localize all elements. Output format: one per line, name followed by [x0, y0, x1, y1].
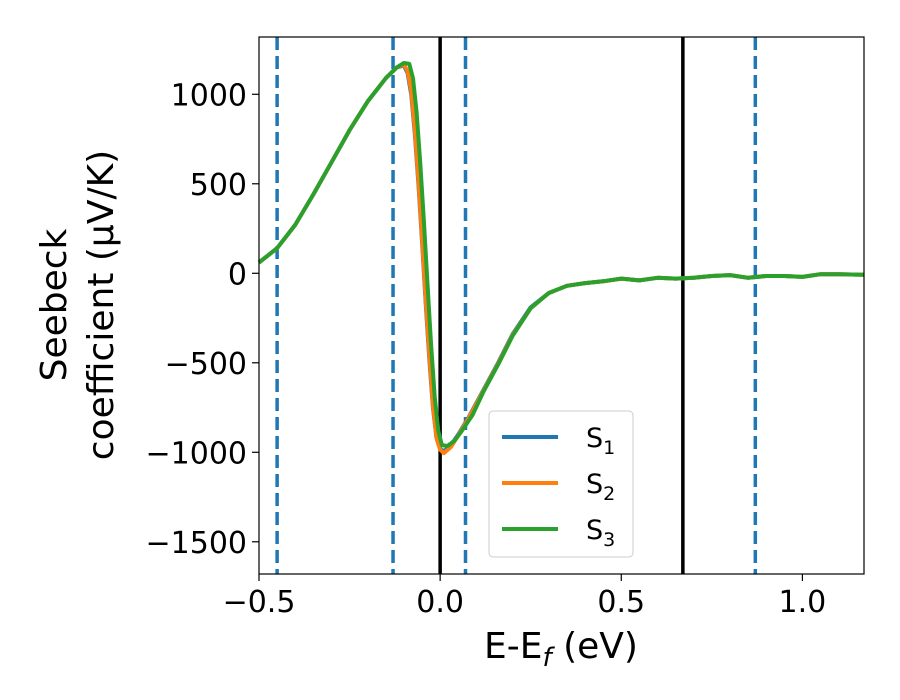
- y-tick-label: 500: [190, 168, 247, 203]
- y-axis-label: Seebeck coefficient (μV/K): [34, 150, 122, 460]
- series-line-s2: [257, 62, 865, 456]
- y-tick-label: −500: [165, 347, 247, 382]
- y-axis-label-line1: Seebeck: [34, 228, 75, 381]
- series-line-s3: [257, 61, 865, 448]
- x-ticks: −0.5 0.0 0.5 1.0: [223, 574, 827, 620]
- series-lines: [257, 61, 865, 456]
- legend-box: [488, 410, 634, 558]
- y-ticks: −1500 −1000 −500 0 500 1000: [146, 78, 259, 561]
- x-tick-label: 0.0: [416, 585, 464, 620]
- x-tick-label: 0.5: [597, 585, 645, 620]
- plot-frame: [258, 36, 865, 575]
- x-axis-label: E-Ef (eV): [484, 626, 638, 673]
- y-tick-label: −1000: [146, 436, 247, 471]
- legend-label-s2: S2: [586, 469, 615, 505]
- legend-label-s3: S3: [586, 515, 615, 551]
- legend-label-s1: S1: [586, 423, 615, 459]
- y-tick-label: 0: [228, 257, 247, 292]
- y-tick-label: −1500: [146, 526, 247, 561]
- y-axis-label-line2: coefficient (μV/K): [81, 150, 122, 460]
- y-tick-label: 1000: [171, 78, 247, 113]
- x-tick-label: 1.0: [779, 585, 827, 620]
- series-line-s1: [257, 63, 865, 454]
- reference-lines: [275, 37, 758, 574]
- legend: S1 S2 S3: [488, 410, 634, 558]
- x-tick-label: −0.5: [223, 585, 296, 620]
